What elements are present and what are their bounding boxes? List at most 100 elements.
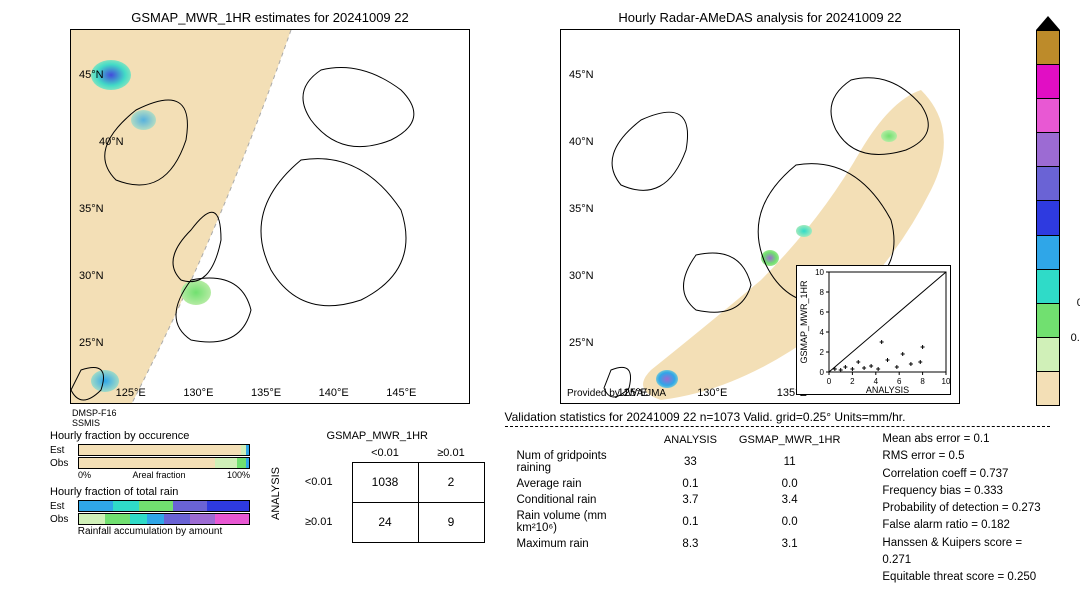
stats-td: Rain volume (mm km²10⁶) bbox=[507, 509, 652, 535]
map-title-right: Hourly Radar-AMeDAS analysis for 2024100… bbox=[618, 10, 901, 25]
svg-text:0: 0 bbox=[820, 368, 825, 377]
contingency-cell: 1038 bbox=[352, 462, 418, 502]
map-area-right: 45°N 40°N 35°N 30°N 25°N 125°E 130°E 135… bbox=[560, 29, 960, 404]
contingency-title: GSMAP_MWR_1HR bbox=[270, 430, 485, 442]
frac-seg bbox=[147, 514, 164, 524]
frac-seg bbox=[173, 501, 207, 511]
lon-label: 140°E bbox=[319, 387, 349, 399]
frac-seg bbox=[79, 514, 105, 524]
stats-metric: Equitable threat score = 0.250 bbox=[882, 569, 1050, 586]
fraction-title-occurrence: Hourly fraction by occurence bbox=[50, 430, 250, 442]
colorbar-seg bbox=[1036, 303, 1060, 337]
fraction-title-total: Hourly fraction of total rain bbox=[50, 486, 250, 498]
coastlines-left bbox=[71, 30, 470, 404]
colorbar-seg bbox=[1036, 166, 1060, 200]
contingency-cell: 2 bbox=[418, 462, 484, 502]
lat-label: 40°N bbox=[99, 136, 124, 148]
frac-lbl-obs2: Obs bbox=[50, 514, 74, 525]
scatter-inset: 00224466881010ANALYSISGSMAP_MWR_1HR bbox=[796, 265, 951, 395]
frac-seg bbox=[113, 501, 139, 511]
svg-text:10: 10 bbox=[942, 377, 951, 386]
stats-table-col: ANALYSISGSMAP_MWR_1HR Num of gridpoints r… bbox=[505, 431, 853, 586]
lat-label: 45°N bbox=[79, 69, 104, 81]
stats-metric: Mean abs error = 0.1 bbox=[882, 431, 1050, 448]
lat-label: 25°N bbox=[569, 337, 594, 349]
stats-td: 3.4 bbox=[729, 493, 850, 507]
map-panel-right: Hourly Radar-AMeDAS analysis for 2024100… bbox=[560, 10, 960, 404]
frac-seg bbox=[237, 458, 246, 468]
svg-text:2: 2 bbox=[820, 348, 825, 357]
svg-text:4: 4 bbox=[820, 328, 825, 337]
svg-text:8: 8 bbox=[820, 288, 825, 297]
frac-axis-right: 100% bbox=[227, 470, 250, 480]
colorbar-arrow bbox=[1036, 16, 1060, 30]
lon-label: 130°E bbox=[183, 387, 213, 399]
stats-td: 8.3 bbox=[654, 537, 727, 551]
lat-label: 45°N bbox=[569, 69, 594, 81]
colorbar-seg bbox=[1036, 64, 1060, 98]
provided-label: Provided by JWA/JMA bbox=[567, 388, 666, 399]
frac-axis-left: 0% bbox=[78, 470, 91, 480]
svg-text:ANALYSIS: ANALYSIS bbox=[866, 385, 909, 395]
svg-text:GSMAP_MWR_1HR: GSMAP_MWR_1HR bbox=[799, 280, 809, 364]
lat-label: 30°N bbox=[79, 270, 104, 282]
map-panel-left: GSMAP_MWR_1HR estimates for 20241009 22 bbox=[70, 10, 470, 404]
contingency-col1: ≥0.01 bbox=[418, 444, 484, 462]
frac-seg bbox=[207, 501, 250, 511]
stats-metric: Probability of detection = 0.273 bbox=[882, 500, 1050, 517]
svg-text:10: 10 bbox=[815, 268, 824, 277]
contingency-row0: <0.01 bbox=[286, 462, 352, 502]
contingency-col0: <0.01 bbox=[352, 444, 418, 462]
contingency-panel: GSMAP_MWR_1HR ANALYSIS <0.01 ≥0.01 <0.01… bbox=[270, 430, 485, 543]
colorbar-seg bbox=[1036, 371, 1060, 406]
contingency-cell: 9 bbox=[418, 502, 484, 542]
frac-lbl-obs: Obs bbox=[50, 458, 74, 469]
fraction-footer: Rainfall accumulation by amount bbox=[50, 526, 250, 537]
lat-label: 30°N bbox=[569, 270, 594, 282]
colorbar-label: 0.01 bbox=[1071, 332, 1080, 344]
colorbar-seg bbox=[1036, 200, 1060, 234]
lat-label: 40°N bbox=[569, 136, 594, 148]
stats-th: GSMAP_MWR_1HR bbox=[729, 433, 850, 447]
contingency-cell: 24 bbox=[352, 502, 418, 542]
frac-bar-occ-obs bbox=[78, 457, 250, 469]
frac-seg bbox=[79, 458, 215, 468]
stats-td: 0.0 bbox=[729, 509, 850, 535]
colorbar-seg bbox=[1036, 132, 1060, 166]
frac-seg bbox=[215, 458, 237, 468]
stats-td: Conditional rain bbox=[507, 493, 652, 507]
lon-label: 145°E bbox=[386, 387, 416, 399]
frac-seg bbox=[105, 514, 131, 524]
stats-metric: False alarm ratio = 0.182 bbox=[882, 517, 1050, 534]
stats-td: Maximum rain bbox=[507, 537, 652, 551]
colorbar-seg bbox=[1036, 235, 1060, 269]
frac-seg bbox=[164, 514, 190, 524]
stats-td: 0.0 bbox=[729, 477, 850, 491]
contingency-yaxis: ANALYSIS bbox=[270, 467, 282, 520]
scatter-svg: 00224466881010ANALYSISGSMAP_MWR_1HR bbox=[797, 266, 952, 396]
contingency-row1: ≥0.01 bbox=[286, 502, 352, 542]
frac-lbl-est: Est bbox=[50, 445, 74, 456]
stats-th: ANALYSIS bbox=[654, 433, 727, 447]
frac-seg bbox=[79, 445, 241, 455]
contingency-table: <0.01 ≥0.01 <0.01 1038 2 ≥0.01 24 9 bbox=[286, 444, 485, 543]
frac-seg bbox=[246, 445, 249, 455]
frac-seg bbox=[139, 501, 173, 511]
fraction-panel: Hourly fraction by occurence Est Obs 0% … bbox=[50, 430, 250, 537]
stats-td: Average rain bbox=[507, 477, 652, 491]
map-area-left: 45°N 40°N 35°N 30°N 25°N 125°E 130°E 135… bbox=[70, 29, 470, 404]
frac-bar-tot-est bbox=[78, 500, 250, 512]
stats-metric: Correlation coeff = 0.737 bbox=[882, 466, 1050, 483]
svg-text:6: 6 bbox=[820, 308, 825, 317]
stats-td: 33 bbox=[654, 449, 727, 475]
stats-metric: Hanssen & Kuipers score = 0.271 bbox=[882, 535, 1050, 570]
stats-td: Num of gridpoints raining bbox=[507, 449, 652, 475]
map-title-left: GSMAP_MWR_1HR estimates for 20241009 22 bbox=[131, 10, 408, 25]
lon-label: 135°E bbox=[251, 387, 281, 399]
colorbar-seg bbox=[1036, 269, 1060, 303]
lon-label: 125°E bbox=[116, 387, 146, 399]
svg-text:2: 2 bbox=[850, 377, 855, 386]
colorbar-seg bbox=[1036, 98, 1060, 132]
frac-seg bbox=[190, 514, 216, 524]
colorbar-seg bbox=[1036, 30, 1060, 64]
